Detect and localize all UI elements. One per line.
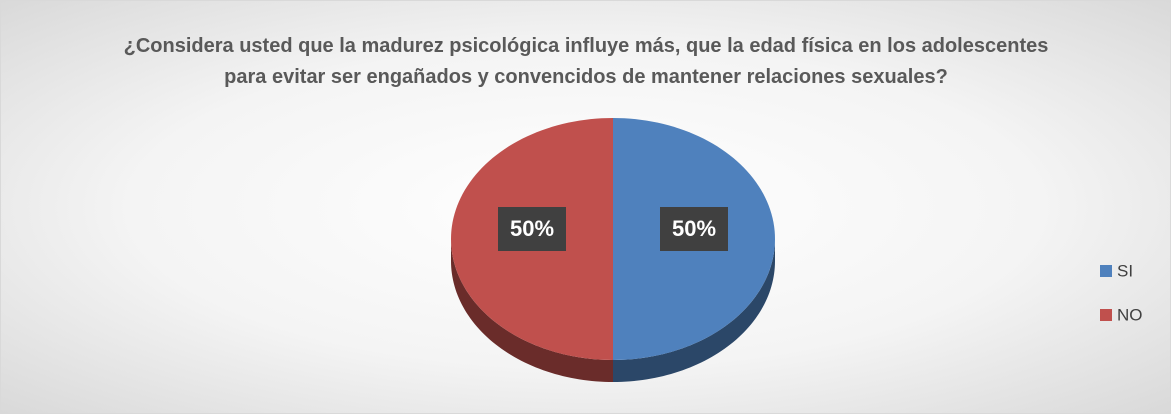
data-label-box [498,207,566,251]
legend-swatch [1100,265,1112,277]
chart-title: ¿Considera usted que la madurez psicológ… [123,35,1049,88]
legend-swatch [1100,309,1112,321]
legend-label: SI [1117,261,1133,280]
data-label: 50% [672,216,716,241]
legend-label: NO [1117,305,1143,324]
data-label: 50% [510,216,554,241]
data-label-box [660,207,728,251]
pie-side [613,239,775,382]
pie-side [451,239,613,382]
